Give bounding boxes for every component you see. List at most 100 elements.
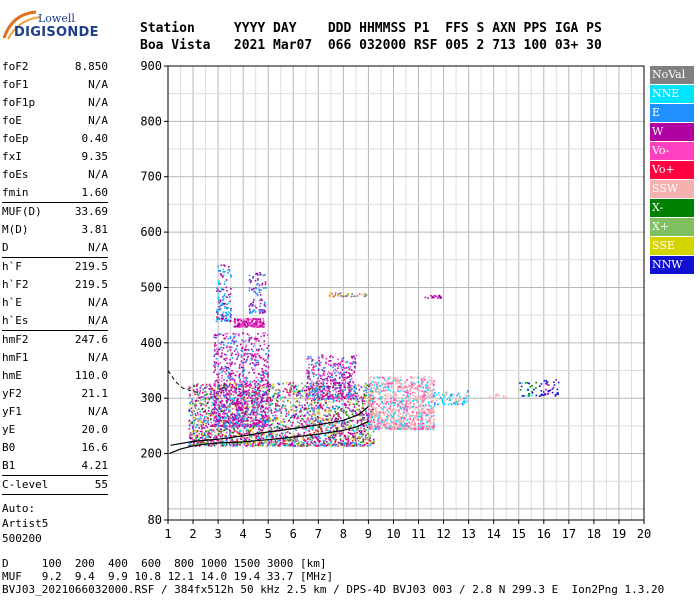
echo-point [259,424,261,427]
echo-point [351,357,353,360]
echo-point [310,408,313,410]
echo-point [249,393,252,396]
echo-point [387,385,390,388]
echo-point [264,383,266,386]
echo-point [335,399,338,402]
echo-point [219,362,222,364]
echo-point [262,433,264,435]
echo-point [347,366,350,368]
echo-point [404,391,407,393]
echo-point [265,421,268,423]
echo-point [314,436,316,438]
echo-point [355,444,358,446]
param-row: yF2 21.1 [2,385,108,403]
echo-point [297,434,299,436]
echo-point [285,432,287,434]
echo-point [245,379,248,381]
echo-point [392,402,395,404]
echo-point [192,389,195,391]
echo-point [257,352,259,355]
echo-point [372,403,374,406]
echo-point [331,435,334,438]
echo-point [264,379,267,381]
echo-point [420,420,422,423]
echo-point [410,382,412,384]
echo-point [235,388,238,391]
echo-point [301,382,303,385]
echo-point [243,444,246,446]
echo-point [309,397,311,400]
echo-point [252,397,254,400]
echo-point [348,443,351,446]
echo-point [429,418,431,421]
echo-point [362,407,365,410]
echo-point [188,385,191,388]
echo-point [429,425,432,428]
echo-point [385,380,388,382]
echo-point [386,419,388,421]
echo-point [312,367,314,369]
echo-point [261,404,263,407]
echo-point [215,393,218,395]
echo-point [337,367,339,369]
echo-point [312,375,315,378]
echo-point [394,402,396,404]
echo-point [303,415,306,418]
echo-point [399,413,402,415]
echo-point [211,388,214,390]
param-name: h`Es [2,314,29,327]
echo-point [200,425,203,428]
echo-point [419,385,422,387]
echo-point [229,409,231,411]
echo-point [311,437,313,439]
echo-point [273,426,276,429]
echo-point [268,415,270,418]
echo-point [198,435,200,437]
echo-point [229,346,231,348]
param-name: h`F2 [2,278,29,291]
echo-point [255,356,257,358]
echo-point [254,336,257,339]
echo-point [219,417,222,420]
echo-point [352,435,354,437]
param-value: 16.6 [81,441,109,454]
echo-point [231,384,233,386]
echo-point [252,442,255,444]
echo-point [312,423,314,426]
echo-point [205,413,208,415]
echo-point [341,443,343,445]
echo-point [328,388,331,390]
echo-point [359,410,362,413]
echo-point [231,340,234,342]
echo-point [204,417,206,419]
echo-point [414,417,417,419]
echo-point [267,386,270,388]
echo-point [421,409,424,411]
echo-point [221,371,223,373]
echo-point [390,428,393,430]
echo-point [306,372,308,375]
echo-point [202,411,205,413]
echo-point [310,436,312,438]
echo-point [317,439,319,442]
echo-point [260,396,263,399]
echo-point [426,387,429,390]
echo-point [421,411,424,413]
echo-point [246,357,249,359]
echo-point [334,388,336,391]
echo-point [364,419,366,421]
echo-point [306,408,309,410]
echo-point [350,398,352,400]
echo-point [379,396,382,398]
echo-point [353,424,355,426]
echo-point [202,389,205,392]
echo-point [224,417,226,419]
echo-point [382,412,385,414]
echo-point [277,439,279,441]
echo-point [371,391,373,394]
echo-point [296,388,298,391]
echo-point [267,381,269,384]
echo-point [237,425,240,427]
echo-point [228,416,230,418]
param-value: 9.35 [81,150,109,163]
